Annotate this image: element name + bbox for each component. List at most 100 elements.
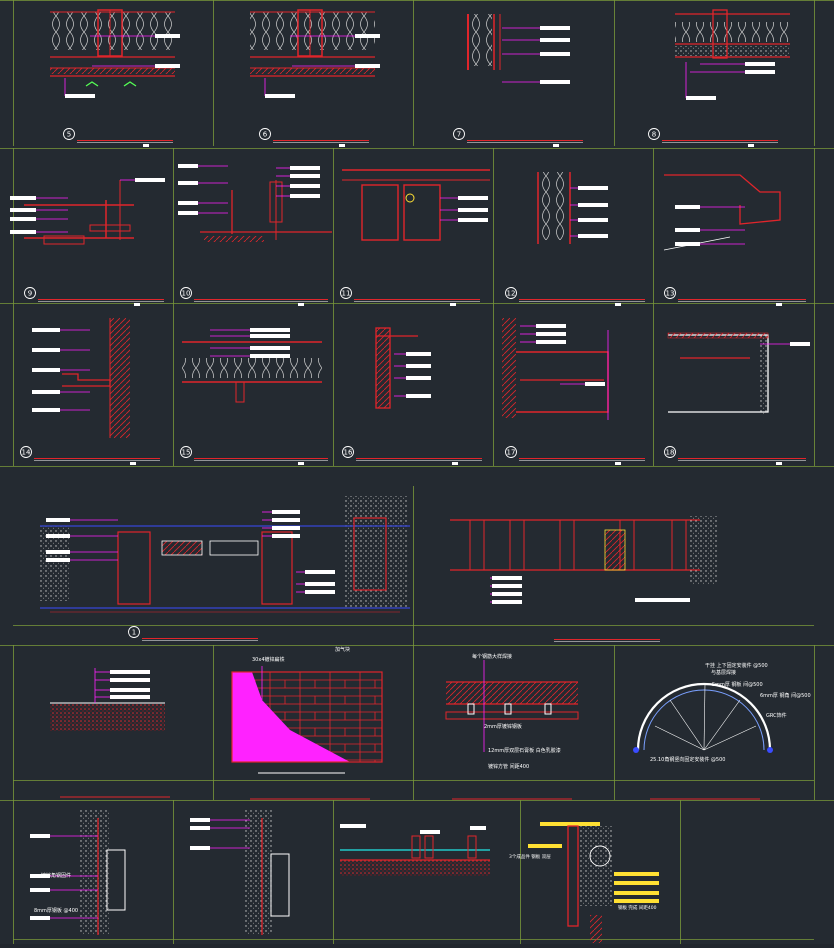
label-block — [46, 550, 70, 554]
wall-section — [690, 516, 718, 584]
label-block — [46, 534, 70, 538]
label-block — [190, 818, 210, 822]
title-number-circle — [664, 446, 676, 458]
ceiling-board — [89, 224, 131, 232]
label-block — [290, 194, 320, 198]
label-block — [540, 80, 570, 84]
scale-block — [776, 462, 782, 465]
label-block — [686, 96, 716, 100]
label-block — [745, 62, 775, 66]
green-arc — [123, 81, 137, 87]
label-block — [790, 342, 810, 346]
label-block — [190, 846, 210, 850]
grc-anchor — [767, 747, 773, 753]
joint-block — [604, 529, 626, 571]
label-block — [32, 368, 60, 372]
door-frame — [353, 517, 387, 591]
pipe — [589, 845, 611, 867]
panel — [106, 849, 126, 911]
insulation-layer — [182, 358, 322, 378]
scale-block — [776, 303, 782, 306]
insulation-layer — [540, 172, 568, 240]
wall-section — [345, 496, 407, 608]
wall-hatch — [110, 318, 130, 438]
note-grc-e: GRC饰件 — [766, 712, 787, 719]
title-number-circle — [128, 626, 140, 638]
title-number-circle — [20, 446, 32, 458]
scale-block — [450, 303, 456, 306]
label-block — [578, 203, 608, 207]
title-number-circle — [505, 287, 517, 299]
note-slab-c: 12mm厚双层石膏板 白色乳胶漆 — [488, 747, 561, 754]
stud-section — [509, 519, 525, 571]
label-block — [540, 26, 570, 30]
title-number: 15 — [182, 449, 191, 457]
label-block — [65, 94, 95, 98]
label-block — [540, 38, 570, 42]
label-block — [30, 888, 50, 892]
floor-layer — [50, 703, 165, 731]
insulation-layer — [675, 22, 790, 42]
label-block — [135, 178, 165, 182]
label-block — [178, 181, 198, 185]
grc-spoke — [654, 725, 705, 751]
label-block — [190, 826, 210, 830]
floor-layer — [340, 860, 490, 876]
hanger — [424, 835, 434, 859]
scale-block — [553, 144, 559, 147]
label-block — [492, 584, 522, 588]
label-block — [272, 534, 300, 538]
label-block — [32, 348, 60, 352]
label-block — [178, 164, 198, 168]
label-block — [290, 166, 320, 170]
title-number-circle — [63, 128, 75, 140]
light-box — [403, 184, 441, 241]
green-arc — [85, 81, 99, 87]
hanger — [544, 703, 552, 715]
door-frame — [117, 531, 151, 605]
note-slab-d: 镀锌方管 间距400 — [488, 763, 529, 770]
scale-block — [134, 303, 140, 306]
yellow-label — [540, 822, 600, 826]
note-col-a: 3个成品件 钢板 双层 — [509, 853, 551, 860]
note-grc-a: 干挂 上下固定安装件 @500 — [705, 662, 768, 669]
label-block — [30, 874, 50, 878]
note-grc-c: 5mm厚 钢板 间@500 — [712, 681, 763, 688]
label-block — [492, 600, 522, 604]
label-block — [578, 186, 608, 190]
label-block — [10, 208, 36, 212]
note-col-b: 钢板 完成 间距400 — [618, 904, 657, 911]
title-number-circle — [24, 287, 36, 299]
detail-artwork — [10, 9, 810, 943]
label-block — [110, 695, 150, 699]
title-number-circle — [648, 128, 660, 140]
base-hatch — [590, 915, 602, 943]
note-brick-top: 30x4镀锌扁铁 — [252, 656, 285, 663]
label-block — [406, 394, 431, 398]
scale-block — [298, 303, 304, 306]
label-block — [458, 196, 488, 200]
board-layer — [50, 68, 175, 74]
label-block — [250, 328, 290, 332]
note-wall-b: 8mm厚钢板 @400 — [34, 907, 78, 914]
door-leaf — [209, 540, 259, 556]
grc-arc — [636, 682, 772, 751]
hanger — [504, 703, 512, 715]
label-block — [178, 211, 198, 215]
label-block — [265, 94, 295, 98]
label-block — [110, 678, 150, 682]
column-section — [567, 825, 579, 927]
label-block — [272, 518, 300, 522]
light-box — [361, 184, 399, 241]
title-number: 9 — [28, 290, 32, 298]
scale-block — [615, 303, 621, 306]
grc-spoke — [669, 699, 705, 751]
label-block — [675, 228, 700, 232]
label-block — [578, 234, 608, 238]
note-brick-right: 加气块 — [335, 646, 350, 653]
scale-block — [339, 144, 345, 147]
cabinet-top — [667, 332, 769, 339]
hanger — [467, 835, 477, 859]
